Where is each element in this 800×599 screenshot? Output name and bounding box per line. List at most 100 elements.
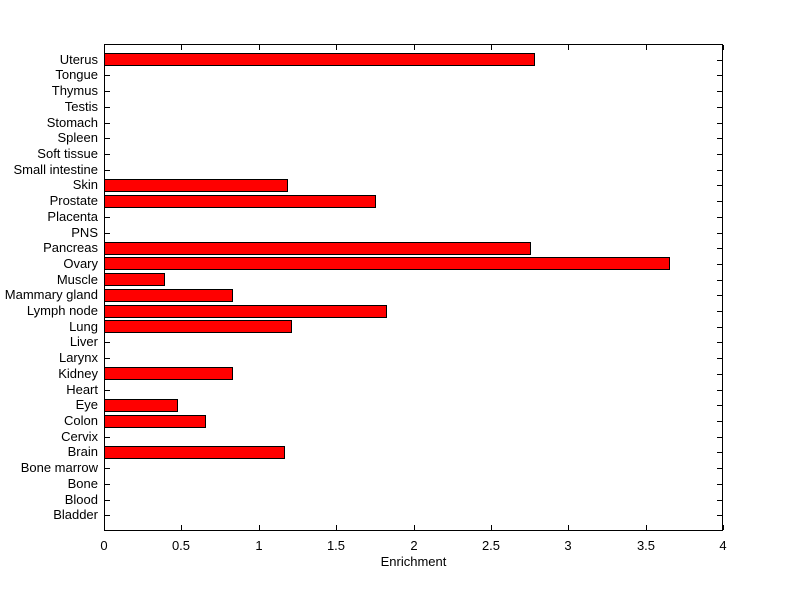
y-tick-label-pancreas: Pancreas <box>43 240 98 255</box>
x-tick-label-0.5: 0.5 <box>171 538 191 553</box>
y-tick-label-kidney: Kidney <box>58 366 98 381</box>
y-tick-right <box>717 248 722 249</box>
x-tick-label-0: 0 <box>100 538 108 553</box>
y-tick-left <box>105 217 110 218</box>
y-tick-right <box>717 170 722 171</box>
y-tick-label-pns: PNS <box>71 225 98 240</box>
x-axis-title: Enrichment <box>380 554 447 569</box>
x-tick-label-2.5: 2.5 <box>481 538 501 553</box>
y-tick-right <box>717 421 722 422</box>
x-tick-label-2: 2 <box>410 538 418 553</box>
x-tick-bottom <box>723 525 724 530</box>
y-tick-right <box>717 295 722 296</box>
y-tick-label-thymus: Thymus <box>51 83 98 98</box>
y-tick-label-spleen: Spleen <box>57 130 98 145</box>
y-tick-right <box>717 185 722 186</box>
x-tick-top <box>646 45 647 50</box>
y-tick-right <box>717 374 722 375</box>
y-tick-label-bladder: Bladder <box>53 507 98 522</box>
y-tick-left <box>105 468 110 469</box>
y-tick-label-larynx: Larynx <box>58 350 98 365</box>
x-tick-label-3: 3 <box>564 538 572 553</box>
y-tick-label-small-intestine: Small intestine <box>13 162 98 177</box>
y-tick-label-muscle: Muscle <box>56 272 98 287</box>
bar-eye <box>104 399 178 412</box>
x-tick-bottom <box>491 525 492 530</box>
y-tick-left <box>105 500 110 501</box>
y-tick-right <box>717 311 722 312</box>
x-tick-bottom <box>104 525 105 530</box>
x-tick-top <box>568 45 569 50</box>
y-tick-label-lymph-node: Lymph node <box>26 303 98 318</box>
x-tick-label-1.5: 1.5 <box>326 538 346 553</box>
y-tick-left <box>105 233 110 234</box>
bar-muscle <box>104 273 165 286</box>
y-tick-left <box>105 75 110 76</box>
y-tick-left <box>105 107 110 108</box>
x-tick-top <box>259 45 260 50</box>
y-tick-left <box>105 123 110 124</box>
y-tick-right <box>717 60 722 61</box>
y-tick-right <box>717 358 722 359</box>
y-tick-left <box>105 515 110 516</box>
bar-lung <box>104 320 292 333</box>
y-tick-left <box>105 138 110 139</box>
y-tick-left <box>105 437 110 438</box>
y-tick-right <box>717 138 722 139</box>
bar-prostate <box>104 195 376 208</box>
bar-pancreas <box>104 242 531 255</box>
y-tick-label-heart: Heart <box>66 382 98 397</box>
y-tick-left <box>105 91 110 92</box>
y-tick-right <box>717 437 722 438</box>
x-tick-top <box>491 45 492 50</box>
y-tick-label-blood: Blood <box>64 492 98 507</box>
x-tick-bottom <box>181 525 182 530</box>
y-tick-right <box>717 515 722 516</box>
x-tick-top <box>104 45 105 50</box>
y-tick-label-mammary-gland: Mammary gland <box>4 287 98 302</box>
y-tick-right <box>717 233 722 234</box>
x-tick-label-1: 1 <box>255 538 263 553</box>
y-tick-left <box>105 170 110 171</box>
x-tick-top <box>723 45 724 50</box>
y-tick-left <box>105 154 110 155</box>
y-tick-label-lung: Lung <box>69 319 98 334</box>
x-tick-label-4: 4 <box>719 538 727 553</box>
y-tick-right <box>717 327 722 328</box>
y-tick-label-colon: Colon <box>64 413 98 428</box>
bar-skin <box>104 179 288 192</box>
x-tick-bottom <box>414 525 415 530</box>
x-tick-bottom <box>646 525 647 530</box>
y-tick-right <box>717 201 722 202</box>
y-tick-right <box>717 342 722 343</box>
y-tick-label-soft-tissue: Soft tissue <box>37 146 98 161</box>
y-tick-label-skin: Skin <box>72 177 98 192</box>
bar-colon <box>104 415 206 428</box>
y-tick-label-uterus: Uterus <box>59 52 98 67</box>
y-tick-right <box>717 154 722 155</box>
y-tick-right <box>717 75 722 76</box>
y-tick-right <box>717 107 722 108</box>
x-tick-bottom <box>259 525 260 530</box>
y-tick-right <box>717 500 722 501</box>
y-tick-label-ovary: Ovary <box>63 256 98 271</box>
y-tick-label-eye: Eye <box>75 397 98 412</box>
bar-brain <box>104 446 285 459</box>
y-tick-label-bone: Bone <box>67 476 98 491</box>
y-tick-label-liver: Liver <box>69 334 98 349</box>
y-tick-label-prostate: Prostate <box>49 193 98 208</box>
y-tick-right <box>717 91 722 92</box>
bar-ovary <box>104 257 670 270</box>
x-tick-top <box>181 45 182 50</box>
y-tick-right <box>717 468 722 469</box>
y-tick-left <box>105 342 110 343</box>
bar-uterus <box>104 53 535 66</box>
bar-mammary-gland <box>104 289 233 302</box>
y-tick-right <box>717 264 722 265</box>
y-tick-label-tongue: Tongue <box>55 67 98 82</box>
y-tick-right <box>717 452 722 453</box>
y-tick-right <box>717 484 722 485</box>
y-tick-label-brain: Brain <box>67 444 98 459</box>
y-tick-left <box>105 484 110 485</box>
